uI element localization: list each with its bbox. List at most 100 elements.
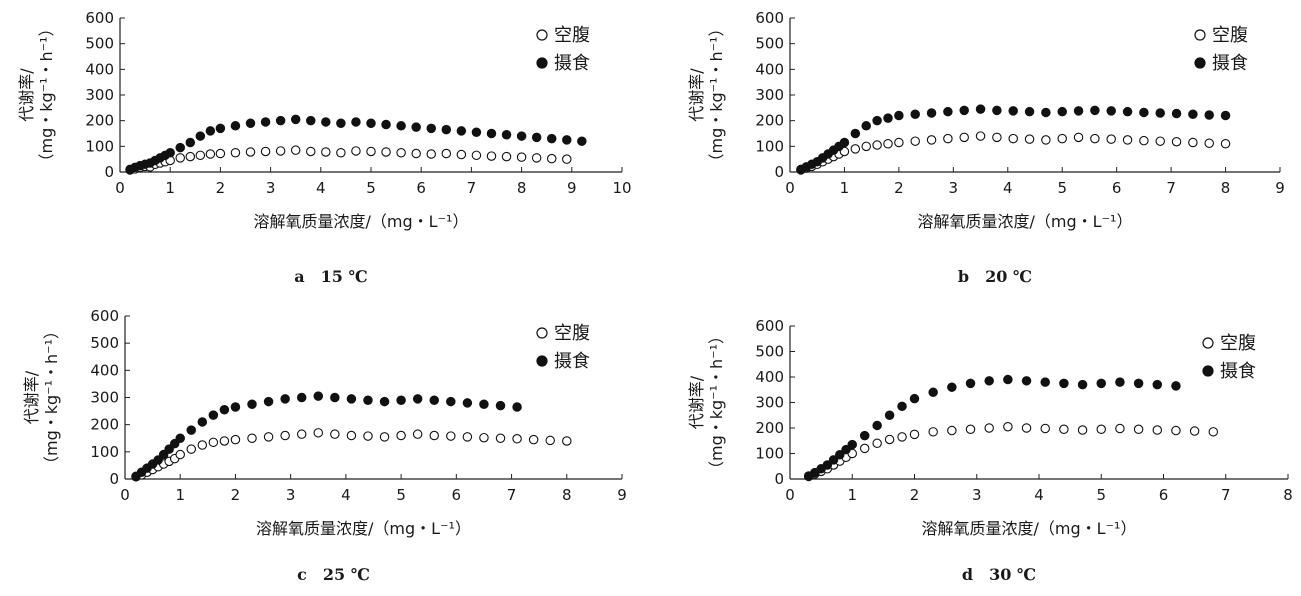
data-point-fasting	[336, 148, 346, 158]
x-tick-label: 4	[341, 486, 351, 504]
data-point-fed	[321, 117, 331, 127]
y-tick-label: 100	[90, 443, 119, 461]
data-point-fed	[164, 444, 174, 454]
x-tick-label: 6	[1159, 486, 1169, 504]
legend-label-fasting: 空腹	[554, 25, 590, 46]
y-tick-label: 200	[755, 419, 784, 437]
data-point-fasting	[883, 139, 893, 149]
data-point-fasting	[1155, 136, 1165, 146]
x-tick-label: 1	[165, 179, 175, 197]
data-point-fed	[897, 401, 907, 412]
data-point-fed	[441, 124, 452, 135]
data-point-fed	[1152, 379, 1163, 390]
legend-label-fasting: 空腹	[1212, 25, 1248, 46]
x-tick-label: 2	[910, 486, 920, 504]
x-axis-title: 溶解氧质量浓度/（mg・L⁻¹）	[254, 212, 469, 231]
data-point-fed	[975, 104, 986, 114]
data-point-fasting	[1188, 137, 1198, 148]
x-tick-label: 9	[1275, 179, 1285, 197]
y-tick-label: 600	[85, 9, 114, 27]
y-tick-label: 200	[85, 112, 114, 130]
data-point-fed	[512, 402, 522, 412]
data-point-fed	[158, 449, 169, 460]
legend-marker-fed	[1202, 365, 1214, 377]
data-point-fed	[822, 460, 833, 470]
data-point-fed	[175, 142, 185, 153]
data-point-fasting	[1041, 135, 1051, 145]
data-point-fasting	[363, 431, 373, 441]
data-point-fasting	[959, 132, 969, 143]
x-tick-label: 10	[612, 179, 631, 197]
data-point-fasting	[975, 131, 986, 141]
data-point-fed	[479, 399, 489, 410]
data-point-fasting	[381, 147, 391, 157]
data-point-fasting	[501, 151, 512, 162]
data-point-fasting	[411, 148, 421, 159]
x-tick-label: 0	[115, 179, 125, 197]
x-tick-label: 2	[231, 486, 241, 504]
y-tick-label: 200	[755, 112, 784, 130]
data-point-fed	[306, 115, 316, 126]
data-point-fasting	[897, 432, 907, 442]
x-axis-title: 溶解氧质量浓度/（mg・L⁻¹）	[256, 519, 471, 538]
data-point-fasting	[884, 434, 895, 445]
x-tick-label: 7	[507, 486, 517, 504]
legend-marker-fasting	[1194, 29, 1206, 41]
data-point-fasting	[1040, 423, 1050, 434]
data-point-fasting	[1171, 425, 1181, 436]
data-point-fed	[959, 105, 969, 116]
chart-panel-d: 0 100 200 300 400 500 600 0 1 2 3 4 5 6 7 8 溶解氧质量浓度/（mg・…	[650, 298, 1301, 596]
data-point-fasting	[479, 432, 489, 443]
data-point-fed	[1008, 106, 1018, 116]
x-tick-label: 3	[266, 179, 276, 197]
data-point-fed	[1024, 106, 1035, 117]
data-point-fasting	[208, 437, 219, 448]
data-point-fed	[872, 420, 882, 431]
data-point-fasting	[351, 146, 361, 156]
data-point-fasting	[562, 436, 572, 446]
data-point-fasting	[175, 449, 185, 460]
data-point-fed	[429, 395, 439, 405]
y-tick-label: 0	[109, 470, 119, 488]
chart-svg-a: 0 100 200 300 400 500 600 0 1 2 3 4 5 6 7 8 9 10 溶解氧质量浓度/（…	[17, 9, 632, 286]
x-tick-label: 9	[617, 486, 627, 504]
data-point-fed	[1106, 106, 1116, 116]
data-point-fed	[336, 118, 346, 128]
panel-caption: c 25 ℃	[297, 565, 370, 584]
chart-svg-b: 0 100 200 300 400 500 600 0 1 2 3 4 5 6 7 8 9 溶解氧质量浓度/（mg…	[687, 9, 1285, 286]
legend-marker-fed	[536, 355, 548, 367]
data-point-fasting	[426, 149, 436, 159]
data-point-fasting	[263, 432, 274, 442]
data-point-fed	[947, 382, 957, 392]
data-point-fed	[263, 396, 274, 407]
y-tick-label: 600	[755, 9, 784, 27]
data-point-fasting	[1057, 133, 1067, 144]
data-point-fasting	[1189, 426, 1200, 436]
data-point-fed	[412, 394, 423, 404]
x-tick-label: 9	[567, 179, 577, 197]
data-point-fasting	[290, 145, 301, 155]
data-point-fasting	[330, 429, 340, 439]
y-tick-label: 0	[774, 163, 784, 181]
data-point-fed	[872, 115, 882, 126]
x-tick-label: 3	[286, 486, 296, 504]
y-tick-label: 500	[755, 35, 784, 53]
data-point-fed	[230, 402, 241, 412]
y-axis-title-line2: （mg・kg⁻¹・h⁻¹）	[707, 20, 726, 169]
data-point-fasting	[346, 430, 357, 441]
data-point-fed	[992, 105, 1002, 116]
x-tick-label: 3	[972, 486, 982, 504]
y-tick-label: 100	[755, 445, 784, 463]
data-point-fasting	[943, 133, 953, 144]
data-point-fasting	[1106, 134, 1116, 144]
x-tick-label: 5	[396, 486, 406, 504]
data-point-fed	[839, 137, 850, 148]
data-point-fed	[1220, 110, 1231, 121]
data-point-fasting	[1133, 424, 1144, 435]
data-point-fasting	[186, 444, 197, 454]
data-point-fed	[861, 121, 871, 131]
data-point-fed	[1139, 107, 1149, 118]
data-point-fed	[1040, 377, 1050, 387]
x-tick-label: 2	[216, 179, 226, 197]
data-point-fasting	[894, 137, 904, 148]
